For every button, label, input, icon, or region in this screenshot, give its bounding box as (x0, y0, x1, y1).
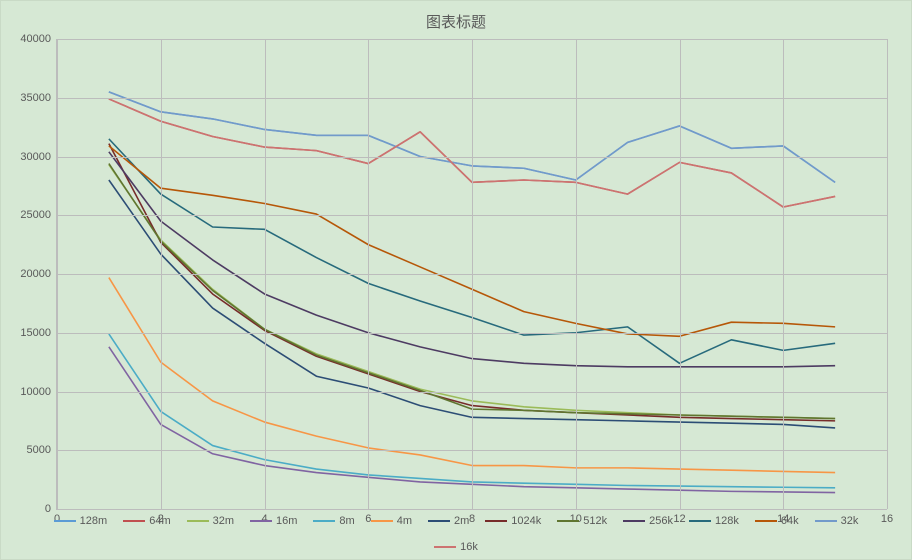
legend-label: 4m (397, 515, 412, 527)
legend-swatch (250, 520, 272, 522)
legend-label: 32k (841, 515, 859, 527)
grid-v (57, 39, 58, 509)
chart-legend: 128m 64m 32m 16m 8m 4m 2m 1024k 512k 256k 128k 64k 3… (1, 515, 911, 553)
grid-v (265, 39, 266, 509)
legend-item-2m[interactable]: 2m (428, 515, 469, 527)
legend-label: 256k (649, 515, 673, 527)
plot-area: 0500010000150002000025000300003500040000… (56, 39, 887, 510)
legend-swatch (689, 520, 711, 522)
grid-v (576, 39, 577, 509)
legend-swatch (313, 520, 335, 522)
legend-item-16m[interactable]: 16m (250, 515, 297, 527)
legend-swatch (54, 520, 76, 522)
legend-swatch (815, 520, 837, 522)
y-tick-label: 20000 (20, 268, 57, 280)
legend-label: 64m (149, 515, 170, 527)
legend-label: 128k (715, 515, 739, 527)
legend-item-128k[interactable]: 128k (689, 515, 739, 527)
legend-label: 16m (276, 515, 297, 527)
legend-label: 16k (460, 541, 478, 553)
legend-label: 1024k (511, 515, 541, 527)
y-tick-label: 10000 (20, 386, 57, 398)
legend-item-1024k[interactable]: 1024k (485, 515, 541, 527)
grid-v (887, 39, 888, 509)
legend-swatch (187, 520, 209, 522)
legend-item-16k[interactable]: 16k (434, 541, 478, 553)
legend-label: 64k (781, 515, 799, 527)
legend-swatch (623, 520, 645, 522)
legend-swatch (485, 520, 507, 522)
legend-item-256k[interactable]: 256k (623, 515, 673, 527)
grid-v (161, 39, 162, 509)
legend-item-64m[interactable]: 64m (123, 515, 170, 527)
legend-item-128m[interactable]: 128m (54, 515, 108, 527)
legend-swatch (123, 520, 145, 522)
legend-item-8m[interactable]: 8m (313, 515, 354, 527)
grid-v (472, 39, 473, 509)
legend-label: 8m (339, 515, 354, 527)
grid-v (368, 39, 369, 509)
y-tick-label: 25000 (20, 209, 57, 221)
legend-swatch (428, 520, 450, 522)
y-tick-label: 5000 (27, 444, 57, 456)
legend-swatch (434, 546, 456, 548)
chart-container: 图表标题 05000100001500020000250003000035000… (0, 0, 912, 560)
legend-label: 128m (80, 515, 108, 527)
y-tick-label: 40000 (20, 33, 57, 45)
legend-item-32m[interactable]: 32m (187, 515, 234, 527)
legend-swatch (755, 520, 777, 522)
legend-label: 2m (454, 515, 469, 527)
grid-v (680, 39, 681, 509)
legend-label: 32m (213, 515, 234, 527)
legend-label: 512k (583, 515, 607, 527)
legend-swatch (557, 520, 579, 522)
legend-item-512k[interactable]: 512k (557, 515, 607, 527)
y-tick-label: 30000 (20, 151, 57, 163)
y-tick-label: 15000 (20, 327, 57, 339)
chart-title: 图表标题 (1, 1, 911, 41)
grid-v (783, 39, 784, 509)
legend-item-4m[interactable]: 4m (371, 515, 412, 527)
legend-item-64k[interactable]: 64k (755, 515, 799, 527)
legend-item-32k[interactable]: 32k (815, 515, 859, 527)
legend-swatch (371, 520, 393, 522)
y-tick-label: 35000 (20, 92, 57, 104)
